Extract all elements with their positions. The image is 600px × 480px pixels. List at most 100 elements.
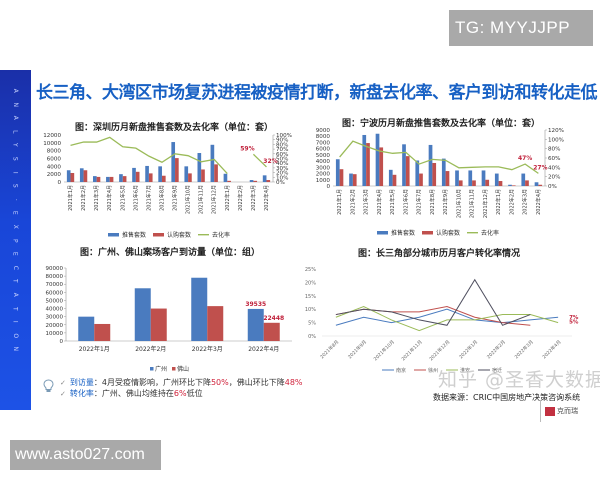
note-visits-fs-pct: 48% bbox=[284, 378, 303, 387]
svg-text:2021年6月: 2021年6月 bbox=[402, 189, 409, 215]
svg-text:50%: 50% bbox=[276, 157, 288, 163]
sidebar-letter: T bbox=[11, 306, 19, 311]
svg-text:8000: 8000 bbox=[47, 149, 62, 155]
svg-text:0%: 0% bbox=[276, 180, 285, 186]
svg-text:0: 0 bbox=[326, 184, 330, 190]
svg-text:12000: 12000 bbox=[43, 133, 61, 139]
sidebar-letter: A bbox=[11, 292, 19, 297]
sidebar-letter: P bbox=[11, 238, 19, 243]
sidebar-letter: E bbox=[11, 211, 19, 216]
sidebar-letter: I bbox=[11, 171, 19, 174]
chart-title-conversion: 图：长三角部分城市历月客户转化率情况 bbox=[358, 249, 521, 259]
notes: ✓ 到访量 ：4月受疫情影响，广州环比下降 50% ，佛山环比下降 48% ✓ … bbox=[43, 377, 303, 399]
svg-text:2022年2月: 2022年2月 bbox=[485, 338, 507, 360]
svg-text:2022年1月: 2022年1月 bbox=[495, 189, 502, 215]
svg-text:2022年4月: 2022年4月 bbox=[263, 185, 270, 211]
svg-text:2021年4月: 2021年4月 bbox=[376, 189, 383, 215]
svg-text:2021年7月: 2021年7月 bbox=[145, 185, 152, 211]
svg-text:0%: 0% bbox=[548, 184, 557, 190]
svg-text:120%: 120% bbox=[548, 128, 564, 134]
svg-text:2022年4月: 2022年4月 bbox=[541, 338, 563, 360]
svg-text:2022年3月: 2022年3月 bbox=[192, 345, 223, 353]
sidebar-letter: T bbox=[11, 279, 19, 283]
chart-conversion: 0%5%10%15%20%25%2021年8月 2021年9月 2021年10月 20… bbox=[305, 267, 579, 374]
svg-text:推售套数: 推售套数 bbox=[391, 229, 415, 237]
svg-text:2021年5月: 2021年5月 bbox=[119, 185, 126, 211]
svg-text:80000: 80000 bbox=[46, 274, 64, 280]
svg-text:佛山: 佛山 bbox=[177, 365, 189, 373]
sidebar-letter: E bbox=[11, 252, 19, 256]
svg-text:2021年11月: 2021年11月 bbox=[469, 189, 476, 218]
svg-text:2021年1月: 2021年1月 bbox=[67, 185, 74, 211]
svg-text:2022年4月: 2022年4月 bbox=[248, 345, 279, 353]
svg-text:60000: 60000 bbox=[46, 290, 64, 296]
note-visits-text-1: ：4月受疫情影响，广州环比下降 bbox=[93, 378, 211, 387]
watermark-bottom: www.asto027.com bbox=[10, 440, 161, 470]
svg-text:去化率: 去化率 bbox=[212, 231, 230, 239]
svg-text:2021年8月: 2021年8月 bbox=[158, 185, 165, 211]
svg-text:2021年10月: 2021年10月 bbox=[455, 189, 462, 218]
svg-text:2022年1月: 2022年1月 bbox=[224, 185, 231, 211]
svg-text:推售套数: 推售套数 bbox=[122, 231, 146, 239]
zhihu-watermark: 知乎 @圣香大数据 bbox=[438, 369, 600, 391]
svg-text:20%: 20% bbox=[305, 280, 316, 286]
sidebar-letter: C bbox=[11, 265, 19, 270]
svg-text:2022年1月: 2022年1月 bbox=[79, 345, 110, 353]
svg-text:4000: 4000 bbox=[47, 164, 62, 170]
chart-title-ningbo: 图：宁波历月新盘推售套数及去化率（单位：套） bbox=[342, 119, 541, 129]
note-visits-text-2: ，佛山环比下降 bbox=[228, 378, 285, 387]
svg-text:2021年10月: 2021年10月 bbox=[372, 338, 396, 362]
svg-text:2021年11月: 2021年11月 bbox=[198, 185, 205, 214]
svg-text:2022年2月: 2022年2月 bbox=[508, 189, 515, 215]
svg-text:2021年10月: 2021年10月 bbox=[185, 185, 192, 214]
svg-text:去化率: 去化率 bbox=[481, 229, 499, 237]
svg-text:20000: 20000 bbox=[46, 323, 64, 329]
svg-text:淮安: 淮安 bbox=[460, 367, 470, 374]
sidebar-letter: L bbox=[11, 129, 19, 134]
sidebar-band: A N A L Y S I S · E X P E C T A T I O N bbox=[0, 70, 31, 410]
svg-text:2022年3月: 2022年3月 bbox=[522, 189, 529, 215]
svg-text:9000: 9000 bbox=[316, 128, 331, 134]
svg-text:2021年8月: 2021年8月 bbox=[429, 189, 436, 215]
note-conv-pct: 6% bbox=[173, 389, 187, 398]
svg-text:0: 0 bbox=[60, 339, 64, 345]
svg-text:39535: 39535 bbox=[245, 301, 266, 308]
svg-text:2022年3月: 2022年3月 bbox=[513, 338, 535, 360]
svg-text:5000: 5000 bbox=[316, 153, 331, 159]
sidebar-letter: A bbox=[11, 115, 19, 121]
check-icon: ✓ bbox=[60, 389, 66, 398]
svg-text:5%: 5% bbox=[569, 320, 579, 326]
note-visits-label: 到访量 bbox=[69, 378, 94, 387]
svg-text:60%: 60% bbox=[276, 152, 288, 158]
svg-text:2021年3月: 2021年3月 bbox=[93, 185, 100, 211]
sidebar-letter: N bbox=[11, 102, 19, 107]
svg-text:2021年4月: 2021年4月 bbox=[106, 185, 113, 211]
note-conv-text-2: 低位 bbox=[186, 389, 203, 398]
svg-text:2021年7月: 2021年7月 bbox=[416, 189, 423, 215]
note-conversion: ✓ 转化率 ：广州、佛山均维持在 6% 低位 bbox=[60, 388, 303, 399]
svg-text:70000: 70000 bbox=[46, 282, 64, 288]
svg-text:32%: 32% bbox=[263, 158, 277, 165]
svg-text:2021年11月: 2021年11月 bbox=[400, 338, 424, 362]
chart-title-visits: 图：广州、佛山案场客户到访量（单位：组） bbox=[80, 248, 261, 258]
svg-text:15%: 15% bbox=[305, 294, 316, 300]
svg-text:2021年8月: 2021年8月 bbox=[319, 338, 341, 360]
sidebar-letter: A bbox=[11, 88, 19, 93]
svg-text:2021年9月: 2021年9月 bbox=[172, 185, 179, 211]
svg-text:50000: 50000 bbox=[46, 298, 64, 304]
brand-divider bbox=[540, 400, 541, 422]
svg-text:2021年1月: 2021年1月 bbox=[336, 189, 343, 215]
svg-text:70%: 70% bbox=[276, 147, 288, 153]
svg-text:徐州: 徐州 bbox=[428, 367, 438, 374]
svg-text:100%: 100% bbox=[276, 133, 292, 139]
svg-text:100%: 100% bbox=[548, 137, 564, 143]
sidebar-letter: I bbox=[11, 321, 19, 323]
svg-text:3000: 3000 bbox=[316, 165, 331, 171]
svg-text:2021年9月: 2021年9月 bbox=[346, 338, 368, 360]
svg-text:10%: 10% bbox=[276, 175, 288, 181]
svg-text:7000: 7000 bbox=[316, 140, 331, 146]
svg-text:2021年5月: 2021年5月 bbox=[389, 189, 396, 215]
sidebar-letter: S bbox=[11, 156, 19, 161]
svg-text:20%: 20% bbox=[276, 171, 288, 177]
